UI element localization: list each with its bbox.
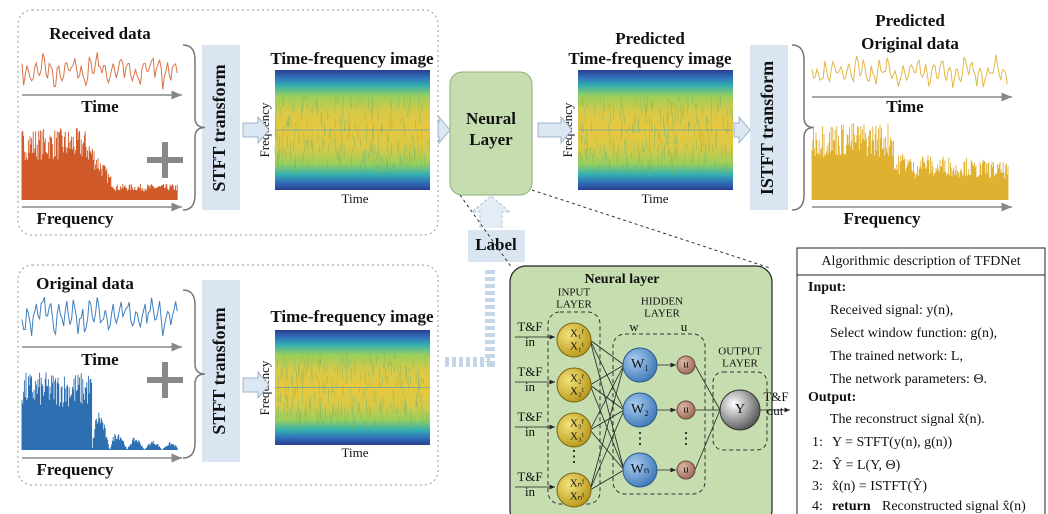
istft-label: ISTFT transform bbox=[757, 61, 777, 195]
input-node-label: X₁ᶠ bbox=[570, 328, 585, 340]
step-number: 1: bbox=[812, 435, 823, 450]
step-number: 3: bbox=[812, 479, 823, 494]
received-frequency: Frequency bbox=[36, 209, 114, 228]
ellipsis: ⋮ bbox=[678, 431, 694, 448]
input-node-label: X₂ᶠ bbox=[570, 373, 585, 385]
network-title: Neural layer bbox=[584, 272, 659, 287]
input-node-label: X₁ᵗ bbox=[570, 341, 584, 353]
input-source: in bbox=[525, 334, 536, 349]
step-text: Y = STFT(y(n), g(n)) bbox=[832, 435, 952, 450]
flow-arrow bbox=[438, 117, 450, 143]
neural-layer-label: Neural bbox=[466, 109, 516, 128]
received-time: Time bbox=[81, 97, 119, 116]
layer-label: LAYER bbox=[644, 308, 680, 320]
diagram: Received data Time Frequency STFT transf… bbox=[0, 0, 1048, 514]
signal-wave bbox=[22, 297, 177, 336]
label-path bbox=[445, 268, 490, 362]
plus bbox=[162, 142, 168, 178]
input-source: T&F bbox=[517, 409, 542, 424]
input-node-label: Xₙᶠ bbox=[570, 478, 585, 490]
input-source: in bbox=[525, 484, 536, 499]
unit-node-label: u bbox=[683, 359, 689, 371]
layer-label: LAYER bbox=[556, 299, 592, 311]
label-arrow bbox=[472, 196, 510, 228]
spectrum bbox=[22, 128, 177, 200]
input-node-label: X₃ᶠ bbox=[570, 418, 585, 430]
page: { "received_panel": {"title": "Received … bbox=[0, 0, 1048, 514]
image-title: Time-frequency image bbox=[270, 307, 434, 326]
input-node-label: Xₙᵗ bbox=[570, 491, 584, 503]
hidden-node-label: Wₙ bbox=[631, 462, 650, 477]
signal-wave bbox=[22, 52, 177, 89]
brace bbox=[183, 290, 205, 458]
step-number: 2: bbox=[812, 458, 823, 473]
original-title: Original data bbox=[36, 274, 134, 293]
stft-label: STFT transform bbox=[209, 64, 229, 191]
output-item: The reconstruct signal x̂(n). bbox=[830, 412, 985, 427]
original-time: Time bbox=[81, 350, 119, 369]
step-text: x̂(n) = ISTFT(Ŷ) bbox=[832, 477, 927, 494]
ellipsis: ⋮ bbox=[566, 449, 582, 466]
layer-label: LAYER bbox=[722, 358, 758, 370]
predicted-title: Time-frequency image bbox=[568, 49, 732, 68]
output-title: Predicted bbox=[875, 11, 945, 30]
input-source: in bbox=[525, 424, 536, 439]
label-text: Label bbox=[475, 235, 517, 254]
spectrum bbox=[22, 372, 177, 450]
input-item: The network parameters: Θ. bbox=[830, 372, 987, 387]
ellipsis: ⋮ bbox=[632, 431, 648, 448]
input-source: T&F bbox=[517, 469, 542, 484]
input-item: Received signal: y(n), bbox=[830, 303, 953, 318]
input-item: Select window function: g(n), bbox=[830, 326, 997, 341]
weight-label: w bbox=[629, 319, 639, 334]
spectrum bbox=[812, 123, 1008, 200]
plus bbox=[162, 362, 168, 398]
brace bbox=[183, 45, 205, 210]
received-title: Received data bbox=[49, 24, 151, 43]
neural-layer-label: Layer bbox=[469, 130, 513, 149]
step-number: 4: bbox=[812, 499, 823, 514]
layer-label: INPUT bbox=[558, 287, 591, 299]
input-heading: Input: bbox=[808, 280, 846, 295]
predicted-title: Predicted bbox=[615, 29, 685, 48]
original-frequency: Frequency bbox=[36, 460, 114, 479]
layer-label: OUTPUT bbox=[718, 346, 762, 358]
hidden-node-label: W₂ bbox=[631, 402, 649, 417]
output-frequency: Frequency bbox=[843, 209, 921, 228]
step-text: Ŷ = L(Y, Θ) bbox=[832, 456, 901, 473]
step-text: Reconstructed signal x̂(n) bbox=[882, 499, 1026, 514]
image-x-label: Time bbox=[342, 445, 369, 460]
output-title: Original data bbox=[861, 34, 959, 53]
output-label: out bbox=[767, 403, 784, 418]
input-item: The trained network: L, bbox=[830, 349, 963, 364]
input-source: in bbox=[525, 379, 536, 394]
input-source: T&F bbox=[517, 364, 542, 379]
hidden-node-label: W₁ bbox=[631, 357, 649, 372]
output-node-label: Y bbox=[735, 402, 745, 417]
step-keyword: return bbox=[832, 499, 871, 514]
output-time: Time bbox=[886, 97, 924, 116]
algorithm-title: Algorithmic description of TFDNet bbox=[821, 254, 1020, 269]
unit-node-label: u bbox=[683, 404, 689, 416]
unit-node-label: u bbox=[683, 464, 689, 476]
output-heading: Output: bbox=[808, 390, 856, 405]
image-x-label: Time bbox=[342, 191, 369, 206]
input-source: T&F bbox=[517, 319, 542, 334]
input-node-label: X₂ᵗ bbox=[570, 386, 584, 398]
input-node-label: X₃ᵗ bbox=[570, 431, 584, 443]
stft-label: STFT transform bbox=[209, 307, 229, 434]
image-title: Time-frequency image bbox=[270, 49, 434, 68]
brace bbox=[792, 45, 814, 210]
flow-arrow bbox=[734, 117, 750, 143]
signal-wave bbox=[812, 55, 1007, 88]
layer-label: HIDDEN bbox=[641, 296, 683, 308]
output-label: T&F bbox=[763, 389, 788, 404]
image-x-label: Time bbox=[642, 191, 669, 206]
unit-label: u bbox=[681, 319, 688, 334]
